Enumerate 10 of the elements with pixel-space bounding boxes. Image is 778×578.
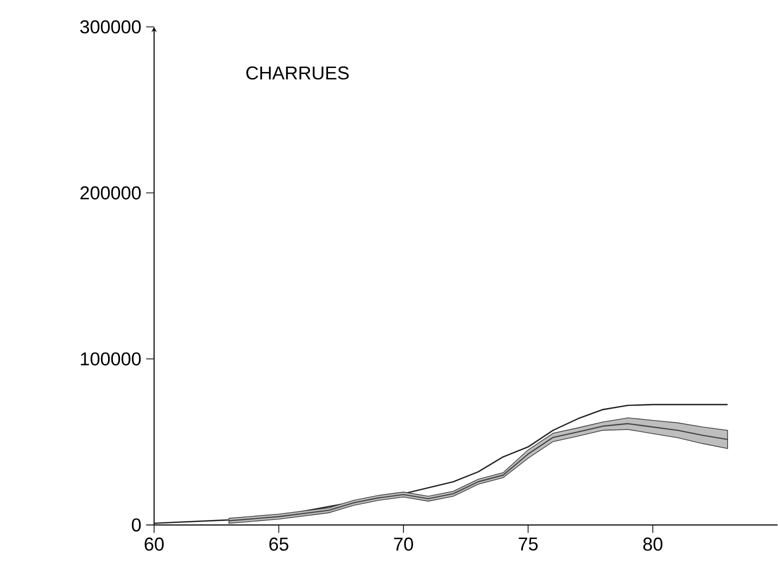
y-tick-label: 200000 — [80, 186, 141, 200]
y-tick-label: 300000 — [80, 20, 141, 34]
y-tick-label: 0 — [132, 518, 141, 532]
x-tick-label: 70 — [394, 538, 414, 551]
x-tick-label: 75 — [518, 538, 538, 551]
y-tick-label: 100000 — [80, 352, 141, 366]
x-tick-label: 65 — [269, 538, 288, 551]
x-tick-label: 80 — [643, 538, 662, 551]
x-tick-label: 60 — [144, 538, 164, 551]
text: CHARRUES — [246, 66, 349, 80]
